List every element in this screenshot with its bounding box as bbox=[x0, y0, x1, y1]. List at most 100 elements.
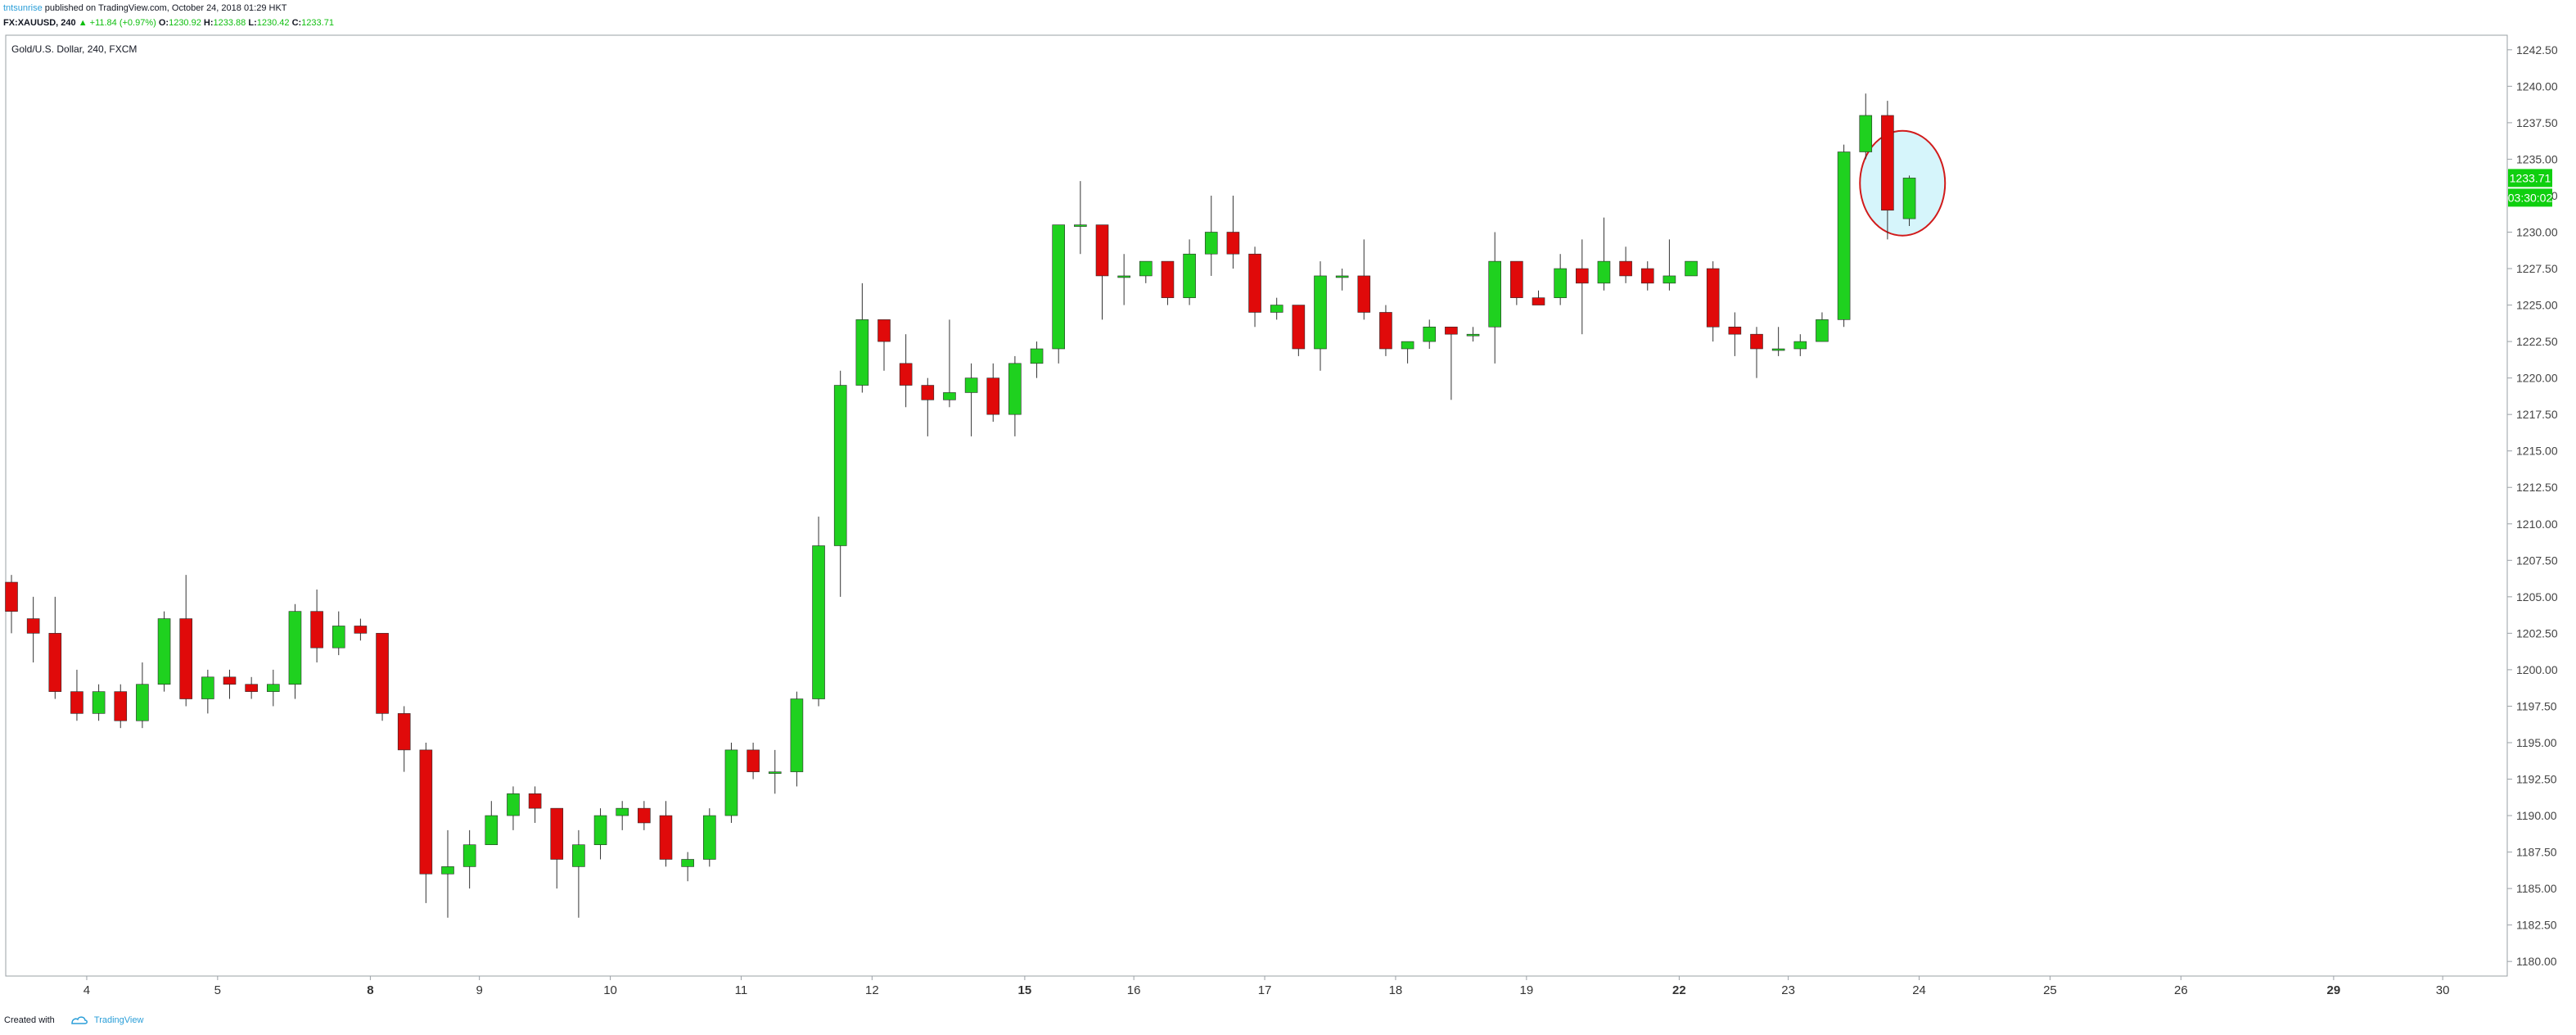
low-label: L: bbox=[248, 18, 257, 28]
candle-body-up bbox=[462, 844, 476, 867]
candle-body-down bbox=[1728, 326, 1742, 335]
candle bbox=[616, 801, 629, 830]
last-price-badge bbox=[2508, 169, 2552, 188]
candle bbox=[1640, 261, 1654, 291]
y-tick-label: 1235.00 bbox=[2516, 152, 2558, 165]
candle-body-up bbox=[681, 859, 694, 867]
close-value: 1233.71 bbox=[301, 18, 334, 28]
y-tick-label: 1202.50 bbox=[2516, 626, 2558, 640]
highlight-annotation[interactable] bbox=[1859, 129, 1947, 237]
open-value: 1230.92 bbox=[169, 18, 201, 28]
candle bbox=[790, 691, 804, 787]
plot-area[interactable] bbox=[5, 34, 2508, 977]
candle-body-down bbox=[1248, 253, 1261, 313]
candlestick-chart[interactable]: Gold/U.S. Dollar, 240, FXCM 1242.50 1240.… bbox=[0, 0, 2576, 1007]
candle bbox=[114, 684, 128, 729]
candle bbox=[1685, 260, 1698, 277]
y-tick-label: 1230.00 bbox=[2516, 225, 2558, 238]
candle bbox=[1248, 246, 1261, 328]
candle bbox=[1793, 334, 1807, 356]
high-label: H: bbox=[203, 18, 214, 28]
candle-body-up bbox=[790, 698, 804, 772]
candle-body-up bbox=[201, 676, 214, 699]
candle-body-up bbox=[616, 807, 629, 816]
candle-body-down bbox=[921, 385, 935, 400]
candle-body-up bbox=[702, 815, 716, 860]
candle-body-up bbox=[92, 691, 106, 714]
candle-body-up bbox=[1902, 178, 1916, 219]
time-axis[interactable]: 4 5 8 9 10 11 12 15 16 17 18 19 22 23 24 25 26 29 30 bbox=[83, 976, 2450, 997]
candle bbox=[1662, 239, 1676, 291]
candle bbox=[1706, 261, 1720, 342]
y-tick-label: 1197.50 bbox=[2516, 699, 2557, 712]
candle bbox=[1161, 260, 1175, 305]
y-tick-label: 1212.50 bbox=[2516, 481, 2558, 494]
candle bbox=[1095, 224, 1109, 320]
candle bbox=[507, 786, 520, 830]
y-tick-label: 1240.00 bbox=[2516, 79, 2558, 93]
candle bbox=[1008, 355, 1022, 436]
symbol-label: FX:XAUUSD, 240 bbox=[3, 18, 76, 28]
candle-body-up bbox=[1008, 363, 1022, 415]
tradingview-link[interactable]: TradingView bbox=[93, 1015, 144, 1025]
candle-body-up bbox=[572, 844, 585, 867]
y-tick-label: 1237.50 bbox=[2516, 116, 2558, 129]
candles bbox=[5, 93, 1916, 918]
candle-body-down bbox=[550, 807, 564, 860]
candle bbox=[310, 589, 323, 662]
author-link[interactable]: tntsunrise bbox=[3, 3, 43, 13]
candle bbox=[550, 807, 564, 889]
candle bbox=[1423, 319, 1437, 349]
candle-body-down bbox=[1640, 268, 1654, 284]
y-tick-label: 1242.50 bbox=[2516, 43, 2558, 56]
x-tick-label: 24 bbox=[1912, 983, 1926, 997]
candle-body-up bbox=[1401, 341, 1414, 350]
candle-body-up bbox=[964, 377, 978, 393]
candle-body-down bbox=[659, 815, 673, 860]
candle-body-up bbox=[1466, 333, 1480, 337]
candle bbox=[1445, 326, 1458, 400]
last-price-label: 1233.71 bbox=[2510, 171, 2551, 184]
candle bbox=[1881, 101, 1894, 240]
candle-body-up bbox=[768, 771, 782, 774]
candle bbox=[1466, 327, 1480, 342]
candle-body-up bbox=[157, 618, 171, 685]
x-tick-label: 16 bbox=[1127, 983, 1141, 997]
candle-body-up bbox=[136, 684, 149, 721]
candle-body-up bbox=[1837, 151, 1851, 320]
x-tick-label: 30 bbox=[2436, 983, 2450, 997]
candle bbox=[702, 808, 716, 867]
candle-body-down bbox=[1095, 224, 1109, 277]
candle bbox=[223, 669, 237, 699]
candle-body-down bbox=[1510, 260, 1523, 298]
candle-body-down bbox=[1619, 260, 1632, 277]
candle-body-up bbox=[1859, 115, 1873, 152]
candle bbox=[1816, 312, 1829, 342]
publish-line: tntsunrise published on TradingView.com,… bbox=[3, 2, 287, 15]
candle bbox=[1335, 269, 1349, 291]
candle bbox=[877, 319, 891, 371]
candle-body-down bbox=[376, 633, 389, 714]
candle-body-down bbox=[1750, 333, 1763, 350]
candle bbox=[1314, 261, 1327, 371]
candle-body-up bbox=[1771, 348, 1785, 351]
candle-body-up bbox=[1423, 326, 1437, 342]
candle-body-down bbox=[114, 691, 128, 721]
created-with-text: Created with bbox=[4, 1015, 55, 1025]
countdown-badge bbox=[2508, 188, 2552, 207]
candle-body-up bbox=[1554, 268, 1567, 298]
candle bbox=[1576, 239, 1589, 335]
candle-body-down bbox=[48, 633, 62, 692]
highlight-ellipse[interactable] bbox=[1859, 129, 1947, 237]
candle bbox=[1204, 195, 1218, 276]
candle bbox=[245, 676, 258, 699]
candle-body-up bbox=[724, 749, 738, 816]
candle bbox=[1837, 144, 1851, 328]
candle-body-up bbox=[485, 815, 499, 845]
candle-body-up bbox=[1816, 319, 1829, 342]
y-tick-label: 1187.50 bbox=[2516, 846, 2557, 859]
candle-body-up bbox=[593, 815, 607, 845]
candle-body-down bbox=[397, 713, 411, 751]
x-tick-label: 23 bbox=[1781, 983, 1795, 997]
candle bbox=[92, 684, 106, 721]
